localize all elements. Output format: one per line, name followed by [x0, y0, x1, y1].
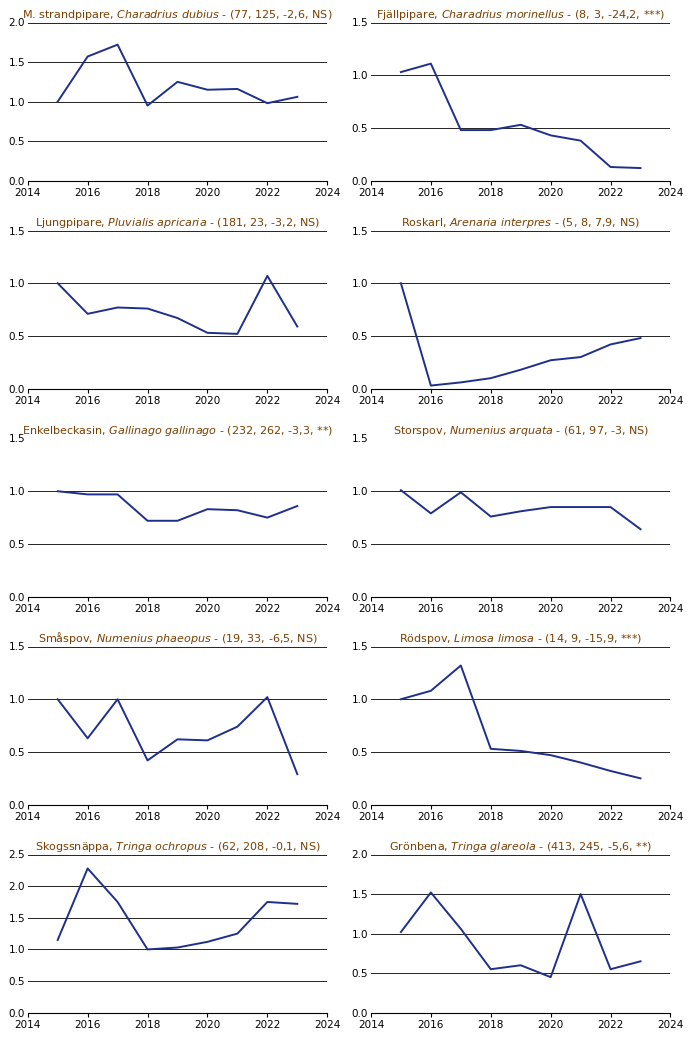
Title: Rödspov, $\it{Limosa\ limosa}$ - (14, 9, -15,9, ***): Rödspov, $\it{Limosa\ limosa}$ - (14, 9,…: [399, 632, 642, 647]
Title: Småspov, $\it{Numenius\ phaeopus}$ - (19, 33, -6,5, NS): Småspov, $\it{Numenius\ phaeopus}$ - (19…: [37, 630, 318, 647]
Title: Skogssnäppa, $\it{Tringa\ ochropus}$ - (62, 208, -0,1, NS): Skogssnäppa, $\it{Tringa\ ochropus}$ - (…: [35, 841, 320, 854]
Title: Storspov, $\it{Numenius\ arquata}$ - (61, 97, -3, NS): Storspov, $\it{Numenius\ arquata}$ - (61…: [392, 425, 649, 438]
Title: Roskarl, $\it{Arenaria\ interpres}$ - (5, 8, 7,9, NS): Roskarl, $\it{Arenaria\ interpres}$ - (5…: [401, 216, 640, 230]
Title: Ljungpipare, $\it{Pluvialis\ apricaria}$ - (181, 23, -3,2, NS): Ljungpipare, $\it{Pluvialis\ apricaria}$…: [35, 216, 320, 230]
Title: Enkelbeckasin, $\it{Gallinago\ gallinago}$ - (232, 262, -3,3, **): Enkelbeckasin, $\it{Gallinago\ gallinago…: [22, 425, 333, 438]
Title: Grönbena, $\it{Tringa\ glareola}$ - (413, 245, -5,6, **): Grönbena, $\it{Tringa\ glareola}$ - (413…: [389, 841, 653, 854]
Title: Fjällpipare, $\it{Charadrius\ morinellus}$ - (8, 3, -24,2, ***): Fjällpipare, $\it{Charadrius\ morinellus…: [376, 8, 665, 23]
Title: M. strandpipare, $\it{Charadrius\ dubius}$ - (77, 125, -2,6, NS): M. strandpipare, $\it{Charadrius\ dubius…: [22, 8, 333, 23]
